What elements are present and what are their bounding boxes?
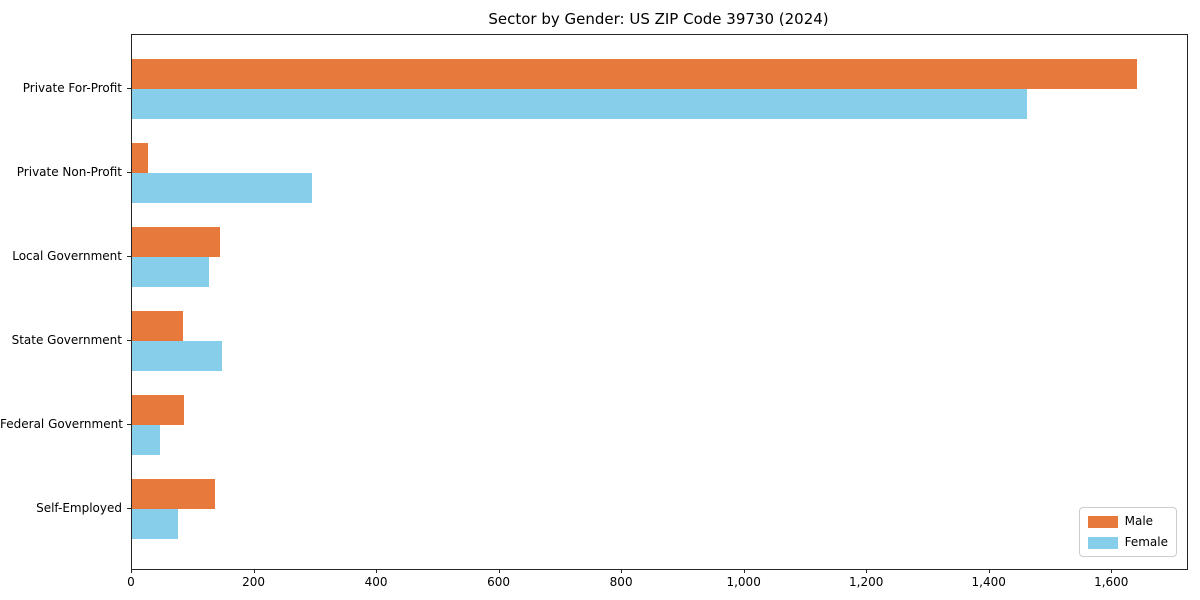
y-tick-label-self-employed: Self-Employed <box>36 501 122 515</box>
x-tick-label-1400: 1,400 <box>971 575 1006 589</box>
x-tick-label-0: 0 <box>127 575 135 589</box>
x-tick-label-1000: 1,000 <box>726 575 761 589</box>
x-tick-label-1200: 1,200 <box>849 575 884 589</box>
bar-female-federal-government <box>132 425 161 455</box>
x-tick-mark <box>498 569 500 573</box>
bar-male-private-non-profit <box>132 143 148 173</box>
x-tick-mark <box>253 569 255 573</box>
x-tick-mark <box>1111 569 1113 573</box>
y-tick-mark <box>127 172 131 173</box>
x-tick-label-1600: 1,600 <box>1094 575 1129 589</box>
x-tick-mark <box>376 569 378 573</box>
plot-area <box>131 34 1188 570</box>
male-color-swatch <box>1087 515 1118 528</box>
y-tick-mark <box>127 508 131 509</box>
y-tick-label-private-non-profit: Private Non-Profit <box>16 165 122 179</box>
y-tick-mark <box>127 88 131 89</box>
y-tick-label-local-government: Local Government <box>12 249 122 263</box>
bar-female-local-government <box>132 257 210 287</box>
x-tick-mark <box>743 569 745 573</box>
legend-label-male: Male <box>1124 514 1154 528</box>
bar-female-state-government <box>132 341 223 371</box>
legend-item-female: Female <box>1087 535 1168 550</box>
chart-title: Sector by Gender: US ZIP Code 39730 (202… <box>488 10 829 28</box>
bar-male-local-government <box>132 227 221 257</box>
x-tick-label-800: 800 <box>609 575 633 589</box>
x-tick-label-600: 600 <box>487 575 511 589</box>
x-tick-mark <box>621 569 623 573</box>
bar-male-federal-government <box>132 395 185 425</box>
bar-male-state-government <box>132 311 183 341</box>
x-tick-mark <box>988 569 990 573</box>
legend: Male Female <box>1078 507 1177 557</box>
y-tick-mark <box>127 256 131 257</box>
y-tick-mark <box>127 340 131 341</box>
x-tick-label-200: 200 <box>242 575 265 589</box>
y-tick-label-federal-government: Federal Government <box>0 417 123 431</box>
y-tick-label-private-for-profit: Private For-Profit <box>22 81 122 95</box>
female-color-swatch <box>1087 536 1118 549</box>
bar-female-self-employed <box>132 509 178 539</box>
bar-female-private-non-profit <box>132 173 313 203</box>
x-tick-mark <box>131 569 132 573</box>
bar-female-private-for-profit <box>132 89 1028 119</box>
x-tick-label-400: 400 <box>364 575 388 589</box>
y-tick-mark <box>127 424 131 425</box>
x-tick-mark <box>866 569 868 573</box>
bar-male-private-for-profit <box>132 59 1137 89</box>
legend-label-female: Female <box>1124 535 1168 549</box>
y-tick-label-state-government: State Government <box>11 333 122 347</box>
legend-item-male: Male <box>1087 514 1168 529</box>
bar-male-self-employed <box>132 479 215 509</box>
